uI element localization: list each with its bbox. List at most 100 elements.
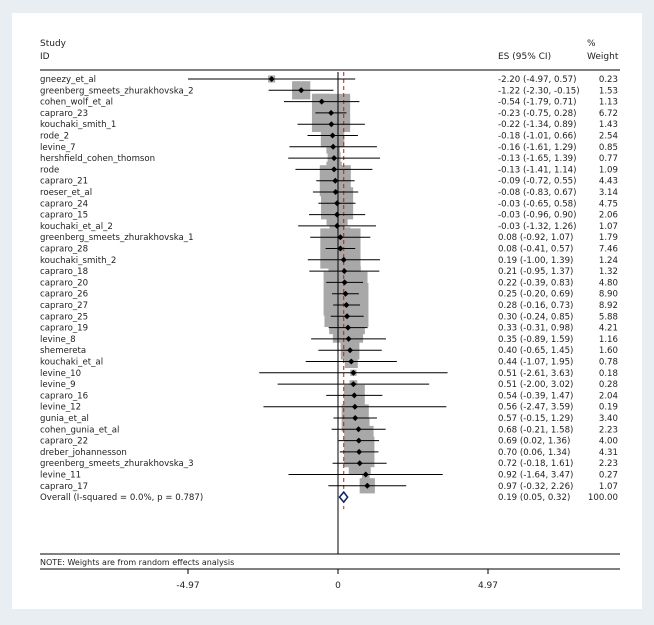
study-label: rode [40, 165, 59, 175]
study-label: gneezy_et_al [40, 75, 96, 85]
study-label: capraro_21 [40, 177, 88, 187]
weight-label: 1.43 [599, 120, 618, 130]
effect-size-label: -0.23 (-0.75, 0.28) [498, 109, 577, 119]
weight-label: 0.18 [599, 369, 618, 379]
effect-size-label: -0.22 (-1.34, 0.89) [498, 120, 577, 130]
effect-size-label: 0.28 (-0.16, 0.73) [498, 301, 573, 311]
study-label: capraro_16 [40, 391, 88, 401]
study-label: capraro_27 [40, 301, 88, 311]
weight-label: 0.27 [599, 471, 618, 481]
study-label: capraro_25 [40, 312, 88, 322]
weight-label: 4.31 [599, 448, 618, 458]
weight-label: 1.24 [599, 256, 618, 266]
weight-label: 1.79 [599, 233, 618, 243]
study-label: capraro_23 [40, 109, 88, 119]
study-label: capraro_26 [40, 290, 88, 300]
point-estimate [356, 460, 363, 467]
study-label: kouchaki_et_al [40, 358, 103, 368]
weight-label: 1.07 [599, 222, 618, 232]
weight-label: 1.53 [599, 86, 618, 96]
point-estimate [268, 76, 275, 82]
id-header: ID [40, 52, 50, 62]
study-label: capraro_28 [40, 245, 88, 255]
weight-label: 1.60 [599, 346, 618, 356]
study-label: capraro_15 [40, 211, 88, 221]
point-estimate [348, 358, 355, 365]
study-label: greenberg_smeets_zhurakhovska_2 [40, 86, 194, 96]
weight-label: 3.40 [599, 414, 618, 424]
study-label: capraro_24 [40, 199, 88, 209]
study-label: hershfield_cohen_thomson [40, 154, 155, 164]
weight-label: 4.80 [599, 278, 618, 288]
weight-label: 4.75 [599, 199, 618, 209]
effect-size-label: 0.72 (-0.18, 1.61) [498, 459, 573, 469]
study-label: capraro_20 [40, 278, 88, 288]
study-label: cohen_gunia_et_al [40, 425, 119, 435]
weight-label: 6.72 [599, 109, 618, 119]
weight-label: 0.28 [599, 380, 618, 390]
weight-label: 2.23 [599, 425, 618, 435]
effect-size-label: -0.03 (-1.32, 1.26) [498, 222, 577, 232]
point-estimate [344, 324, 351, 331]
weight-label: 1.32 [599, 267, 618, 277]
weight-label: 1.13 [599, 98, 618, 108]
study-label: levine_10 [40, 369, 81, 379]
point-estimate [341, 279, 348, 286]
point-estimate [347, 347, 354, 354]
point-estimate [332, 189, 339, 195]
effect-size-label: 0.44 (-1.07, 1.95) [498, 358, 573, 368]
study-label: levine_7 [40, 143, 76, 153]
study-label: kouchaki_smith_2 [40, 256, 116, 266]
effect-size-label: -0.18 (-1.01, 0.66) [498, 132, 577, 142]
study-label: capraro_17 [40, 482, 88, 492]
effect-size-label: 0.21 (-0.95, 1.37) [498, 267, 573, 277]
weight-label: 7.46 [599, 245, 618, 255]
study-label: capraro_22 [40, 437, 88, 447]
point-estimate [351, 392, 358, 399]
effect-size-label: 0.19 (-1.00, 1.39) [498, 256, 573, 266]
weight-label: 2.06 [599, 211, 618, 221]
study-label: kouchaki_et_al_2 [40, 222, 113, 232]
overall-weight-label: 100.00 [588, 493, 618, 503]
weight-label: 8.90 [599, 290, 618, 300]
point-estimate [331, 155, 338, 162]
study-label: dreber_johannesson [40, 448, 127, 458]
point-estimate [337, 245, 344, 252]
point-estimate [362, 471, 369, 478]
x-tick-label: 4.97 [478, 581, 498, 591]
forest-plot: Study ID ES (95% CI) % Weight gneezy_et_… [40, 39, 620, 591]
weight-label: 1.16 [599, 335, 618, 345]
effect-size-label: -0.54 (-1.79, 0.71) [498, 98, 577, 108]
effect-size-label: 0.33 (-0.31, 0.98) [498, 324, 573, 334]
weight-label: 4.00 [599, 437, 618, 447]
study-label: shemereta [40, 346, 86, 356]
weight-label: 0.78 [599, 358, 618, 368]
point-estimate [355, 437, 362, 444]
effect-size-label: 0.69 (0.02, 1.36) [498, 437, 570, 447]
overall-diamond [338, 490, 349, 504]
point-estimate [298, 87, 305, 94]
point-estimate [331, 166, 338, 173]
effect-size-label: 0.57 (-0.15, 1.29) [498, 414, 573, 424]
x-axis-ticks: -4.97 0 4.97 [176, 569, 498, 591]
effect-size-label: 0.56 (-2.47, 3.59) [498, 403, 573, 413]
column-header: Study ID ES (95% CI) % Weight [40, 39, 619, 62]
study-label: greenberg_smeets_zhurakhovska_1 [40, 233, 194, 243]
effect-size-label: 0.51 (-2.00, 3.02) [498, 380, 573, 390]
effect-size-label: 0.40 (-0.65, 1.45) [498, 346, 573, 356]
point-estimate [351, 403, 358, 410]
point-estimate [334, 211, 341, 218]
study-label: levine_12 [40, 403, 81, 413]
effect-size-label: -1.22 (-2.30, -0.15) [498, 86, 580, 96]
effect-size-label: 0.92 (-1.64, 3.47) [498, 471, 573, 481]
point-estimate [352, 415, 359, 421]
weight-label: 8.92 [599, 301, 618, 311]
study-header: Study [40, 39, 67, 49]
point-estimate [334, 200, 341, 207]
plot-panel: Study ID ES (95% CI) % Weight gneezy_et_… [12, 13, 642, 609]
effect-size-label: -0.13 (-1.65, 1.39) [498, 154, 577, 164]
weight-label: 1.07 [599, 482, 618, 492]
percent-header: % [587, 39, 596, 49]
weight-label: 0.19 [599, 403, 618, 413]
weight-label: 2.23 [599, 459, 618, 469]
